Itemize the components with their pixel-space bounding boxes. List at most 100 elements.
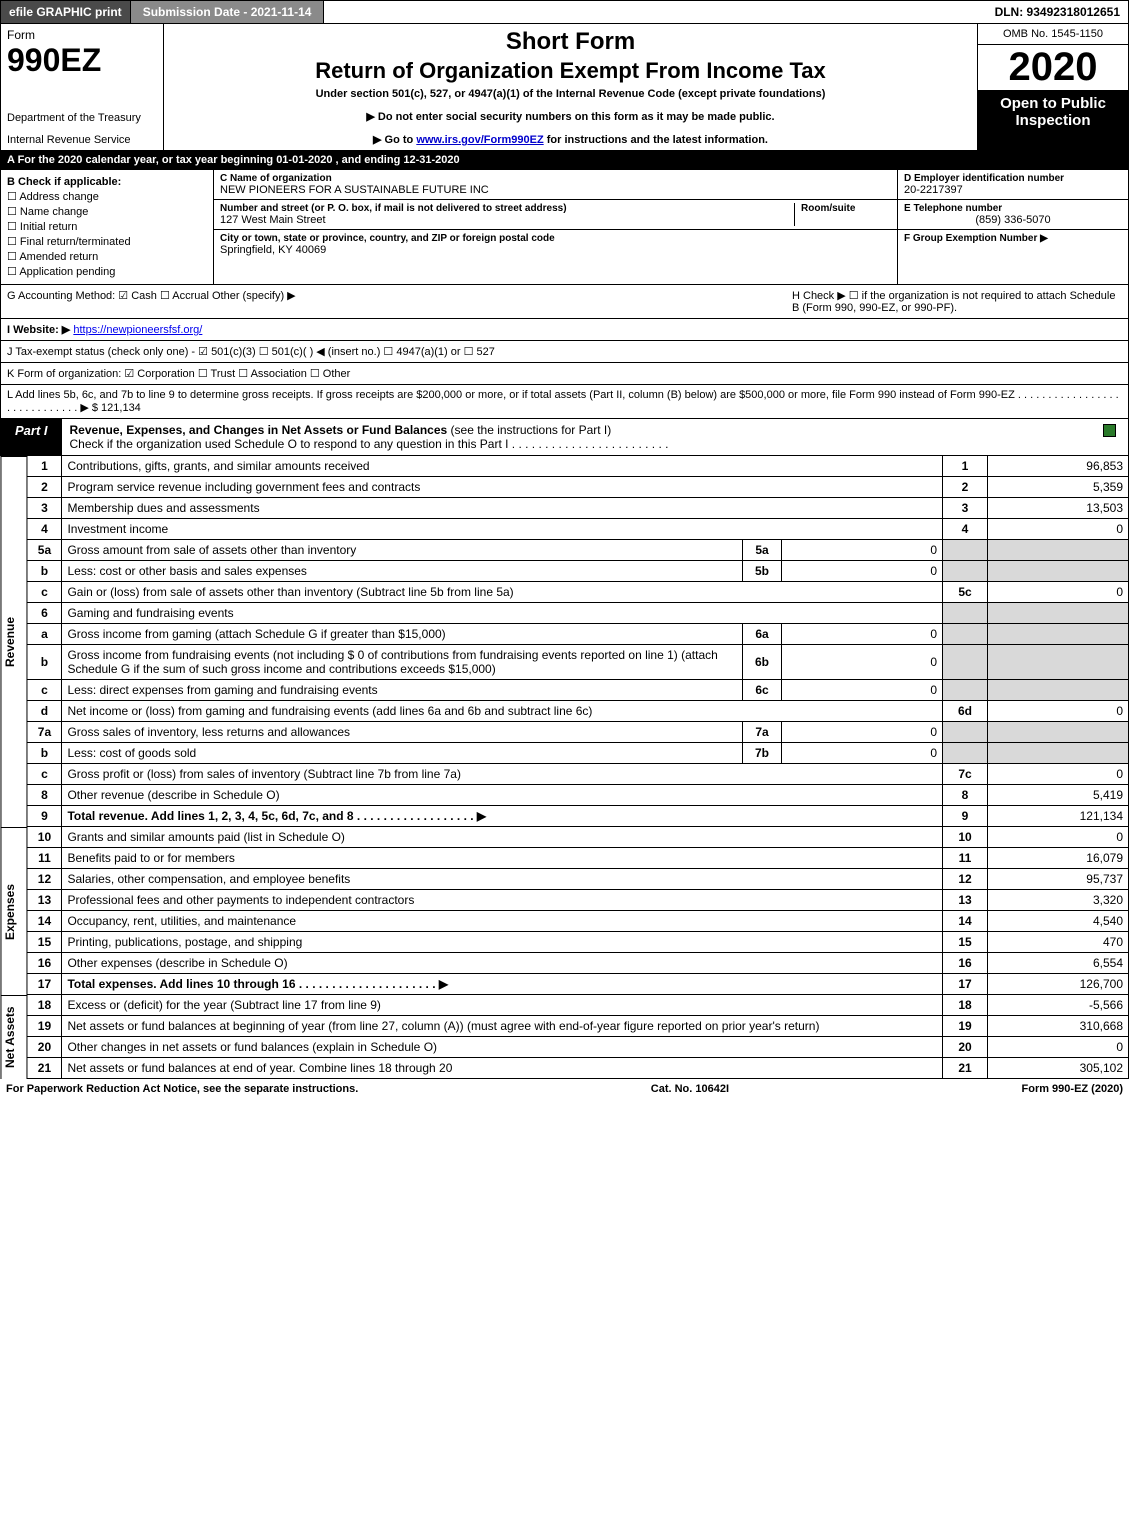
desc: Gross profit or (loss) from sales of inv…	[62, 764, 943, 785]
ref: 4	[943, 519, 988, 540]
city-cell: City or town, state or province, country…	[214, 230, 897, 259]
val-gray	[988, 722, 1129, 743]
ref: 6d	[943, 701, 988, 722]
val: 470	[988, 932, 1129, 953]
ref: 19	[943, 1016, 988, 1037]
line-10: 10 Grants and similar amounts paid (list…	[27, 827, 1128, 848]
line-14: 14 Occupancy, rent, utilities, and maint…	[27, 911, 1128, 932]
desc: Printing, publications, postage, and shi…	[62, 932, 943, 953]
title-short-form: Short Form	[172, 28, 969, 56]
website-link[interactable]: https://newpioneersfsf.org/	[73, 324, 202, 336]
desc: Professional fees and other payments to …	[62, 890, 943, 911]
desc: Net income or (loss) from gaming and fun…	[62, 701, 943, 722]
chk-initial-return[interactable]: Initial return	[7, 220, 207, 233]
val: 96,853	[988, 456, 1129, 477]
revenue-vlabel: Revenue	[0, 456, 27, 827]
val: 13,503	[988, 498, 1129, 519]
ln: b	[27, 561, 62, 582]
val: 0	[988, 701, 1129, 722]
chk-application-pending[interactable]: Application pending	[7, 265, 207, 278]
ln: 9	[27, 806, 62, 827]
ref: 14	[943, 911, 988, 932]
ln: a	[27, 624, 62, 645]
street-value: 127 West Main Street	[220, 214, 794, 226]
chk-address-change[interactable]: Address change	[7, 190, 207, 203]
desc: Net assets or fund balances at beginning…	[62, 1016, 943, 1037]
irs-link[interactable]: www.irs.gov/Form990EZ	[416, 134, 543, 146]
section-b-title: B Check if applicable:	[7, 176, 207, 188]
val: 0	[988, 582, 1129, 603]
ref-gray	[943, 540, 988, 561]
city-value: Springfield, KY 40069	[220, 244, 891, 256]
revenue-table: 1 Contributions, gifts, grants, and simi…	[27, 456, 1129, 827]
line-8: 8 Other revenue (describe in Schedule O)…	[27, 785, 1128, 806]
ln: 17	[27, 974, 62, 995]
net-assets-section: Net Assets 18 Excess or (deficit) for th…	[0, 995, 1129, 1079]
line-7b: b Less: cost of goods sold 7b 0	[27, 743, 1128, 764]
desc: Other changes in net assets or fund bala…	[62, 1037, 943, 1058]
val: 0	[988, 519, 1129, 540]
ln: 18	[27, 995, 62, 1016]
desc: Less: direct expenses from gaming and fu…	[62, 680, 743, 701]
subref: 6a	[743, 624, 782, 645]
top-bar: efile GRAPHIC print Submission Date - 20…	[0, 0, 1129, 24]
subval: 0	[782, 624, 943, 645]
chk-name-change[interactable]: Name change	[7, 205, 207, 218]
line-2: 2 Program service revenue including gove…	[27, 477, 1128, 498]
val-gray	[988, 603, 1129, 624]
subval: 0	[782, 680, 943, 701]
row-gh: G Accounting Method: ☑ Cash ☐ Accrual Ot…	[0, 285, 1129, 319]
chk-amended-return[interactable]: Amended return	[7, 250, 207, 263]
val-gray	[988, 743, 1129, 764]
ln: b	[27, 743, 62, 764]
subref: 5b	[743, 561, 782, 582]
ref-gray	[943, 743, 988, 764]
part-1-title: Revenue, Expenses, and Changes in Net As…	[62, 419, 1094, 455]
city-label: City or town, state or province, country…	[220, 233, 891, 244]
title-return: Return of Organization Exempt From Incom…	[172, 58, 969, 84]
part-1-subline: Check if the organization used Schedule …	[70, 437, 669, 451]
line-16: 16 Other expenses (describe in Schedule …	[27, 953, 1128, 974]
desc: Grants and similar amounts paid (list in…	[62, 827, 943, 848]
desc: Investment income	[62, 519, 943, 540]
desc: Occupancy, rent, utilities, and maintena…	[62, 911, 943, 932]
dln-label: DLN: 93492318012651	[987, 1, 1128, 23]
line-1: 1 Contributions, gifts, grants, and simi…	[27, 456, 1128, 477]
val-gray	[988, 561, 1129, 582]
open-to-public: Open to Public Inspection	[978, 91, 1128, 150]
ref-gray	[943, 624, 988, 645]
val: 0	[988, 1037, 1129, 1058]
val: 310,668	[988, 1016, 1129, 1037]
tel-label: E Telephone number	[904, 203, 1122, 214]
chk-final-return[interactable]: Final return/terminated	[7, 235, 207, 248]
line-19: 19 Net assets or fund balances at beginn…	[27, 1016, 1128, 1037]
section-c: C Name of organization NEW PIONEERS FOR …	[214, 170, 898, 284]
line-7c: c Gross profit or (loss) from sales of i…	[27, 764, 1128, 785]
ln: 4	[27, 519, 62, 540]
line-6b: b Gross income from fundraising events (…	[27, 645, 1128, 680]
ref-gray	[943, 680, 988, 701]
row-a-tax-year: A For the 2020 calendar year, or tax yea…	[0, 151, 1129, 170]
line-9: 9 Total revenue. Add lines 1, 2, 3, 4, 5…	[27, 806, 1128, 827]
gross-receipts-note: L Add lines 5b, 6c, and 7b to line 9 to …	[7, 389, 1122, 414]
ln: 11	[27, 848, 62, 869]
ref: 9	[943, 806, 988, 827]
desc: Contributions, gifts, grants, and simila…	[62, 456, 943, 477]
footer-left: For Paperwork Reduction Act Notice, see …	[6, 1083, 358, 1095]
ref: 8	[943, 785, 988, 806]
ein-cell: D Employer identification number 20-2217…	[898, 170, 1128, 200]
row-l: L Add lines 5b, 6c, and 7b to line 9 to …	[0, 385, 1129, 419]
submission-date: Submission Date - 2021-11-14	[131, 1, 325, 23]
ln: 14	[27, 911, 62, 932]
line-21: 21 Net assets or fund balances at end of…	[27, 1058, 1128, 1079]
part-1-checkbox[interactable]	[1094, 419, 1128, 455]
ln: 8	[27, 785, 62, 806]
group-label: F Group Exemption Number ▶	[904, 233, 1122, 244]
desc: Excess or (deficit) for the year (Subtra…	[62, 995, 943, 1016]
expenses-table: 10 Grants and similar amounts paid (list…	[27, 827, 1129, 995]
line-6d: d Net income or (loss) from gaming and f…	[27, 701, 1128, 722]
part-1-header: Part I Revenue, Expenses, and Changes in…	[0, 419, 1129, 456]
ln: c	[27, 582, 62, 603]
desc: Gaming and fundraising events	[62, 603, 943, 624]
line-5c: c Gain or (loss) from sale of assets oth…	[27, 582, 1128, 603]
